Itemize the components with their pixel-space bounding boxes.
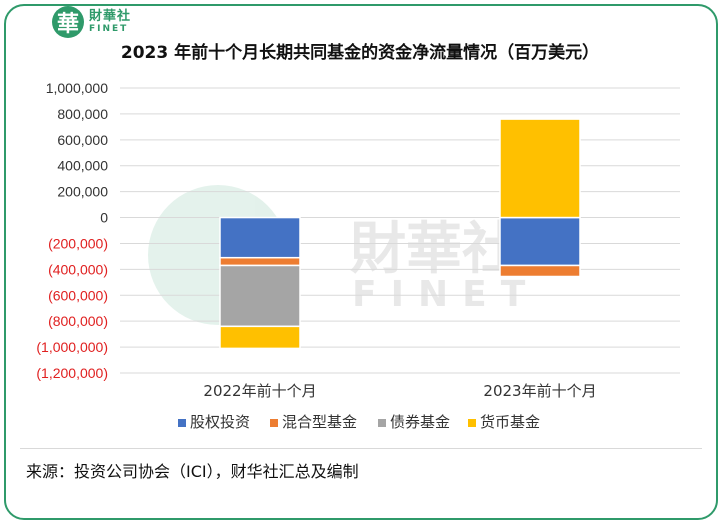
y-tick-label: 800,000 bbox=[57, 106, 108, 122]
legend-label: 股权投资 bbox=[190, 413, 250, 431]
legend-label: 货币基金 bbox=[480, 413, 540, 431]
logo-name-en: FINET bbox=[89, 24, 129, 34]
legend-swatch bbox=[468, 419, 476, 427]
y-tick-label: 200,000 bbox=[57, 184, 108, 200]
bar-segment bbox=[499, 264, 581, 278]
logo-name-cn: 財華社 bbox=[89, 9, 132, 24]
legend-swatch bbox=[178, 419, 186, 427]
y-tick-label: (1,000,000) bbox=[36, 339, 108, 355]
bar-segment bbox=[499, 118, 581, 219]
y-tick-label: 600,000 bbox=[57, 132, 108, 148]
legend-label: 混合型基金 bbox=[282, 413, 357, 431]
watermark-cn: 財華社 bbox=[350, 217, 518, 282]
source-divider bbox=[20, 448, 702, 449]
source-note: 来源：投资公司协会（ICI），财华社汇总及编制 bbox=[26, 462, 359, 481]
legend-swatch bbox=[378, 419, 386, 427]
chart-title: 2023 年前十个月长期共同基金的资金净流量情况（百万美元） bbox=[120, 43, 600, 63]
watermark-en: FINET bbox=[352, 274, 539, 315]
y-tick-label: 400,000 bbox=[57, 158, 108, 174]
y-tick-label: (800,000) bbox=[48, 313, 108, 329]
finet-logo: 華 財華社 FINET bbox=[52, 6, 131, 38]
x-tick-label: 2023年前十个月 bbox=[483, 382, 596, 400]
y-tick-label: 0 bbox=[100, 210, 108, 226]
y-tick-label: (200,000) bbox=[48, 235, 108, 251]
bar-segment bbox=[219, 216, 301, 259]
bar-segment bbox=[219, 256, 301, 267]
legend-swatch bbox=[270, 419, 278, 427]
x-tick-label: 2022年前十个月 bbox=[203, 382, 316, 400]
chart-frame bbox=[4, 4, 718, 520]
y-tick-label: (400,000) bbox=[48, 261, 108, 277]
legend-label: 债券基金 bbox=[390, 413, 450, 431]
logo-mark: 華 bbox=[52, 6, 84, 38]
logo-text: 財華社 FINET bbox=[89, 10, 131, 34]
bar-segment bbox=[219, 264, 301, 328]
y-tick-label: (1,200,000) bbox=[36, 365, 108, 381]
y-tick-label: (600,000) bbox=[48, 287, 108, 303]
bar-segment bbox=[219, 325, 301, 350]
y-tick-label: 1,000,000 bbox=[46, 80, 108, 96]
bar-segment bbox=[499, 216, 581, 267]
